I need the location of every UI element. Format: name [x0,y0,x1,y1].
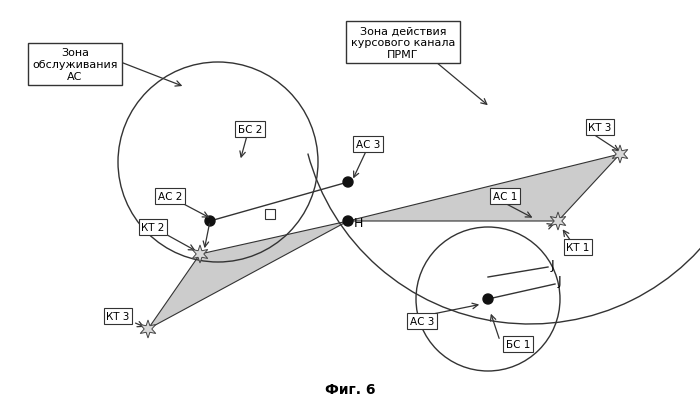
Polygon shape [148,221,348,329]
Circle shape [483,294,493,304]
Text: Зона
обслуживания
АС: Зона обслуживания АС [32,48,118,81]
Text: КТ 3: КТ 3 [588,123,612,133]
Text: АС 3: АС 3 [356,140,380,150]
Polygon shape [612,146,628,164]
Text: КТ 3: КТ 3 [106,311,130,321]
Polygon shape [140,320,156,338]
Text: КТ 1: КТ 1 [566,242,589,252]
Text: АС 1: АС 1 [493,192,517,201]
Text: Фиг. 6: Фиг. 6 [325,382,375,396]
Text: Н: Н [354,217,363,230]
Text: АС 2: АС 2 [158,192,182,201]
Circle shape [343,178,353,188]
Text: АС 3: АС 3 [410,316,434,326]
Circle shape [343,217,353,227]
Polygon shape [348,155,620,221]
Text: БС 2: БС 2 [238,125,262,135]
Polygon shape [550,213,566,231]
Text: КТ 2: КТ 2 [141,223,164,233]
Bar [265,209,275,219]
Circle shape [205,217,215,227]
Text: БС 1: БС 1 [506,339,530,349]
Polygon shape [193,245,208,263]
Text: J: J [558,275,561,288]
Text: Зона действия
курсового канала
ПРМГ: Зона действия курсового канала ПРМГ [351,26,455,59]
Text: J: J [551,259,554,272]
